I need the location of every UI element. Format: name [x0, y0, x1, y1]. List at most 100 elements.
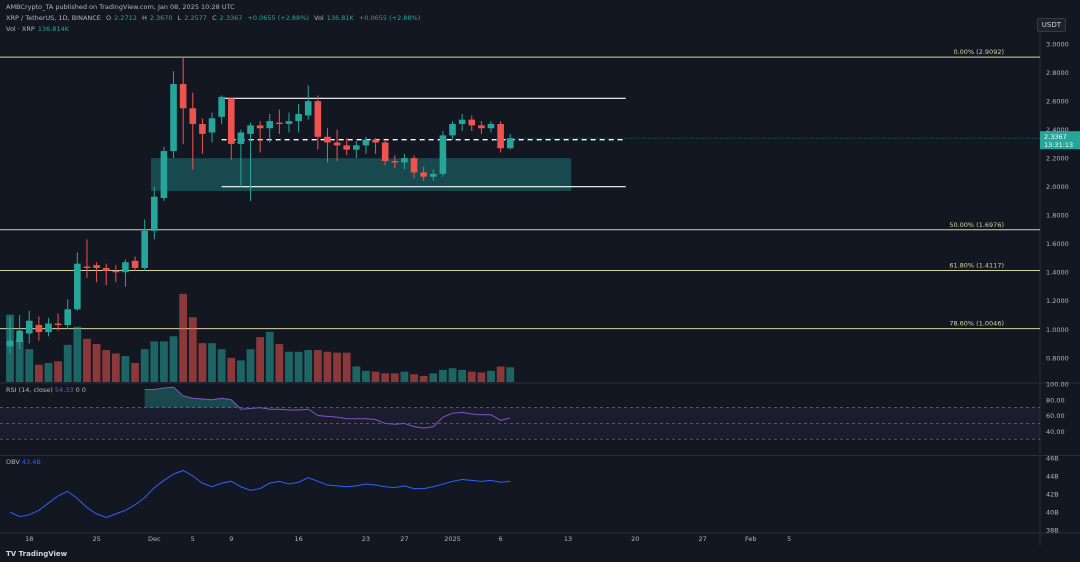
volume-value: 136.814K — [37, 25, 69, 33]
volume-bar — [236, 360, 245, 382]
publisher-line: AMBCrypto_TA published on TradingView.co… — [6, 3, 238, 11]
volume-bar — [83, 338, 91, 382]
close-value: 2.3367 — [219, 14, 243, 22]
volume-bar — [419, 375, 428, 382]
candle-body — [468, 119, 476, 126]
rsi-axis-tick: 80.00 — [1046, 396, 1065, 404]
volume-bar — [467, 371, 476, 382]
volume-bar — [390, 373, 399, 382]
volume-bar — [150, 341, 159, 382]
price-axis-tick: 2.0000 — [1046, 183, 1069, 191]
volume-bar — [63, 344, 72, 382]
candle-body — [16, 330, 23, 343]
candle-body — [276, 122, 283, 124]
candle-body — [199, 123, 206, 134]
candle-body — [189, 108, 197, 124]
time-axis-tick: Dec — [148, 535, 161, 543]
volume-bar — [44, 363, 53, 382]
candle-body — [160, 151, 168, 199]
currency-unit-button[interactable]: USDT — [1036, 18, 1066, 32]
vol-inline-value: 136.81K — [326, 14, 354, 22]
demand-zone — [151, 158, 572, 191]
candle-body — [151, 196, 158, 231]
volume-bar — [477, 372, 486, 382]
candle-body — [487, 123, 495, 129]
candle-body — [333, 142, 341, 146]
rsi-axis-tick: 40.00 — [1046, 428, 1065, 436]
volume-bar — [323, 351, 332, 382]
candle-body — [401, 158, 408, 163]
price-axis-tick: 1.4000 — [1046, 269, 1069, 277]
rsi-axis-tick: 60.00 — [1046, 412, 1065, 420]
volume-bar — [227, 357, 236, 382]
vol-inline-label: Vol — [314, 14, 324, 22]
volume-bar — [121, 356, 130, 382]
open-label: O — [105, 14, 112, 22]
obv-axis-tick: 40B — [1046, 509, 1059, 517]
candle-body — [449, 123, 456, 136]
tv-logo-icon: 𝗧𝗩 — [6, 550, 19, 558]
rsi-extra: 0 0 — [75, 386, 86, 394]
change-value: +0.0655 (+2.88%) — [247, 14, 309, 22]
candle-body — [285, 121, 293, 124]
candle-body — [439, 135, 447, 174]
volume-bar — [304, 350, 313, 382]
candle-body — [208, 118, 216, 133]
volume-bar — [487, 370, 495, 382]
volume-bar — [54, 361, 62, 382]
tradingview-logo[interactable]: 𝗧𝗩 TradingView — [6, 550, 67, 558]
candle-body — [170, 84, 177, 152]
candle-body — [112, 270, 120, 273]
volume-bar — [179, 293, 188, 382]
price-axis-tick: 1.6000 — [1046, 240, 1069, 248]
rsi-label: RSI (14, close) — [6, 386, 53, 394]
volume-bar — [102, 350, 111, 382]
candle-body — [64, 309, 72, 325]
candle-body — [420, 172, 427, 177]
rsi-value: 54.33 — [54, 386, 74, 394]
volume-bar — [169, 336, 178, 382]
time-axis-tick: Feb — [745, 535, 757, 543]
volume-bar — [371, 371, 380, 382]
price-axis-tick: 1.2000 — [1046, 297, 1069, 305]
candle-body — [122, 262, 129, 273]
volume-bar — [92, 344, 101, 382]
time-axis-tick: 25 — [92, 535, 100, 543]
price-axis-tick: 2.2000 — [1046, 155, 1069, 163]
fib-level-label: 0.00% (2.9092) — [953, 48, 1004, 56]
time-axis-tick: 5 — [191, 535, 195, 543]
candle-body — [35, 324, 43, 333]
candle-body — [74, 263, 81, 310]
symbol-title[interactable]: XRP / TetherUS, 1D, BINANCE — [6, 14, 101, 22]
volume-bar — [246, 349, 255, 382]
volume-bar — [352, 366, 361, 382]
price-axis-tick: 3.0000 — [1046, 41, 1069, 49]
current-price-tag — [1040, 131, 1080, 150]
candle-body — [179, 84, 187, 109]
rsi-legend: RSI (14, close) 54.33 0 0 — [6, 386, 86, 394]
volume-bar — [429, 373, 438, 382]
fib-level-label: 78.60% (1.0046) — [949, 320, 1004, 328]
time-axis-tick: 6 — [499, 535, 503, 543]
high-value: 2.3670 — [149, 14, 173, 22]
low-value: 2.2577 — [184, 14, 208, 22]
volume-bar — [439, 369, 447, 382]
volume-bar — [400, 371, 409, 382]
volume-bar — [448, 368, 457, 382]
price-axis-tick: 2.8000 — [1046, 69, 1069, 77]
volume-bar — [25, 349, 34, 382]
volume-bar — [198, 343, 207, 382]
candle-body — [25, 320, 33, 334]
candle-body — [295, 113, 302, 122]
candle-body — [141, 230, 148, 268]
time-axis-tick: 16 — [294, 535, 302, 543]
candle-body — [6, 340, 14, 347]
volume-bar — [458, 369, 467, 382]
candle-body — [83, 266, 91, 268]
price-axis-tick: 2.4000 — [1046, 126, 1069, 134]
candle-body — [54, 323, 62, 325]
candle-body — [131, 260, 139, 268]
candle-body — [506, 138, 514, 149]
volume-bar — [285, 351, 293, 382]
